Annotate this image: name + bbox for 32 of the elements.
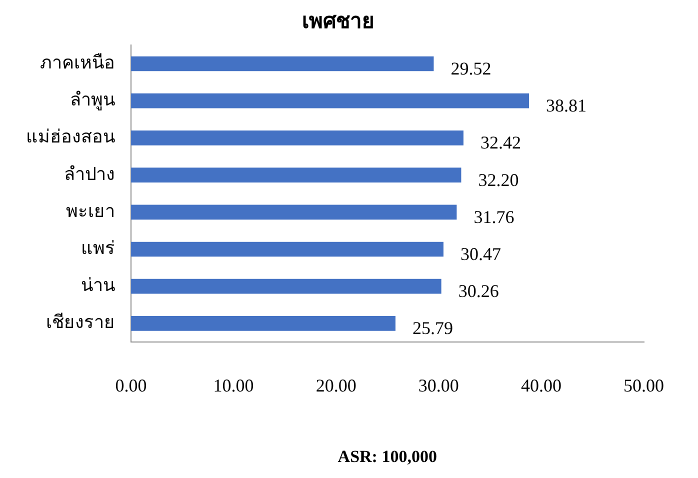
data-label: 32.42 — [480, 132, 521, 153]
data-label: 30.26 — [458, 281, 499, 302]
y-tick-label: แม่ฮ่องสอน — [26, 126, 115, 147]
y-tick-label: น่าน — [81, 275, 115, 296]
bar — [131, 204, 457, 220]
bar — [131, 242, 444, 257]
data-label: 25.79 — [412, 318, 453, 338]
x-tick-label: 0.00 — [115, 376, 147, 396]
data-label: 30.47 — [460, 244, 501, 264]
data-label: 31.76 — [474, 206, 514, 227]
data-label: 38.81 — [546, 96, 586, 116]
bar — [131, 56, 434, 72]
chart-title: เพศชาย — [302, 9, 374, 34]
y-tick-label: ลำพูน — [70, 90, 115, 111]
x-axis-title: ASR: 100,000 — [338, 447, 437, 466]
x-tick-label: 50.00 — [624, 376, 664, 396]
data-label: 29.52 — [450, 58, 492, 78]
y-tick-label: ลำปาง — [64, 164, 115, 184]
y-tick-label: ภาคเหนือ — [40, 52, 115, 72]
x-tick-label: 40.00 — [520, 376, 562, 396]
bar — [131, 278, 442, 294]
bar — [131, 168, 462, 182]
bar — [131, 93, 529, 108]
y-tick-label: พะเยา — [66, 200, 115, 221]
x-tick-label: 20.00 — [316, 376, 356, 396]
y-tick-label: แพร่ — [81, 238, 115, 258]
y-tick-label: เชียงราย — [46, 312, 115, 332]
x-tick-label: 10.00 — [213, 376, 254, 396]
x-tick-label: 30.00 — [418, 376, 459, 396]
data-label: 32.20 — [478, 170, 519, 190]
bar — [131, 130, 464, 146]
bar — [131, 316, 396, 331]
